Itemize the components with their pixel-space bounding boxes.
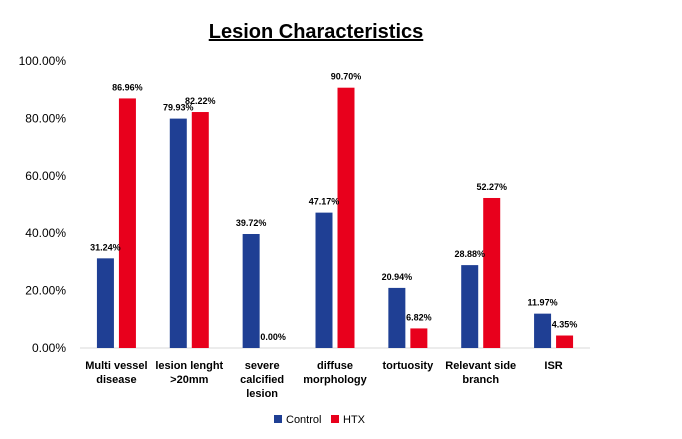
data-label-htx-1: 82.22%: [185, 96, 216, 106]
y-tick-label: 100.00%: [19, 54, 67, 68]
data-label-control-1: 79.93%: [163, 103, 194, 113]
data-label-htx-2: 0.00%: [260, 332, 286, 342]
data-labels-group: 31.24% 86.96% 79.93%82.22% 39.72% 0.00% 47.17…: [90, 72, 577, 342]
y-tick-label: 20.00%: [25, 284, 66, 298]
x-category-line: branch: [462, 374, 499, 386]
x-category-line: morphology: [303, 374, 367, 386]
x-category-line: Multi vessel: [85, 360, 147, 372]
x-category-label: diffuse morphology: [303, 360, 367, 386]
bars-group: [96, 87, 574, 349]
data-label-control-3: 47.17%: [309, 197, 340, 207]
legend-swatch-control: [274, 415, 282, 423]
data-label-control-0: 31.24%: [90, 242, 121, 252]
x-category-line: ISR: [544, 360, 562, 372]
x-category-line: lesion: [246, 388, 278, 400]
x-category-line: diffuse: [317, 360, 353, 372]
legend-label-control: Control: [286, 414, 321, 426]
bar-control-4: [388, 287, 406, 348]
y-tick-label: 80.00%: [25, 111, 66, 125]
data-label-htx-4: 6.82%: [406, 312, 432, 322]
y-tick-label: 40.00%: [25, 226, 66, 240]
bar-htx-0: [118, 98, 136, 348]
bar-control-1: [169, 118, 187, 349]
legend-swatch-htx: [331, 415, 339, 423]
x-category-label: Multi vessel disease: [85, 360, 147, 386]
data-label-control-6: 11.97%: [528, 298, 558, 308]
data-label-control-5: 28.88%: [454, 249, 485, 259]
bar-control-0: [96, 258, 114, 348]
data-label-htx-0: 86.96%: [112, 82, 143, 92]
x-category-line: disease: [96, 374, 136, 386]
legend-label-htx: HTX: [343, 414, 366, 426]
y-axis-ticks: 0.00% 20.00% 40.00% 60.00% 80.00% 100.00%: [19, 54, 67, 355]
x-category-label: ISR: [544, 360, 562, 372]
x-category-line: >20mm: [170, 374, 208, 386]
x-category-label: tortuosity: [382, 360, 434, 372]
bar-control-2: [242, 234, 260, 348]
bar-control-6: [534, 313, 552, 348]
x-category-label: Relevant side branch: [445, 360, 516, 386]
x-category-line: calcified: [240, 374, 284, 386]
bar-htx-3: [337, 87, 355, 348]
bar-htx-4: [410, 328, 428, 348]
x-category-line: tortuosity: [382, 360, 434, 372]
y-tick-label: 0.00%: [32, 341, 66, 355]
category-labels-group: Multi vessel disease lesion lenght >20mm sev…: [85, 360, 563, 400]
data-label-htx-5: 52.27%: [476, 182, 507, 192]
x-category-label: lesion lenght >20mm: [155, 360, 223, 386]
bar-control-5: [461, 265, 479, 348]
bar-htx-6: [556, 335, 574, 348]
data-label-htx-3: 90.70%: [331, 72, 362, 82]
x-category-label: severe calcified lesion: [240, 360, 284, 400]
x-category-line: Relevant side: [445, 360, 516, 372]
legend: Control HTX: [274, 414, 366, 426]
bar-control-3: [315, 212, 333, 348]
chart-title: Lesion Characteristics: [209, 21, 424, 43]
data-label-control-2: 39.72%: [236, 218, 267, 228]
data-label-htx-6: 4.35%: [552, 320, 578, 330]
bar-htx-5: [483, 197, 501, 348]
y-tick-label: 60.00%: [25, 169, 66, 183]
bar-htx-1: [191, 112, 209, 349]
x-category-line: lesion lenght: [155, 360, 223, 372]
x-category-line: severe: [245, 360, 280, 372]
data-label-control-4: 20.94%: [382, 272, 413, 282]
